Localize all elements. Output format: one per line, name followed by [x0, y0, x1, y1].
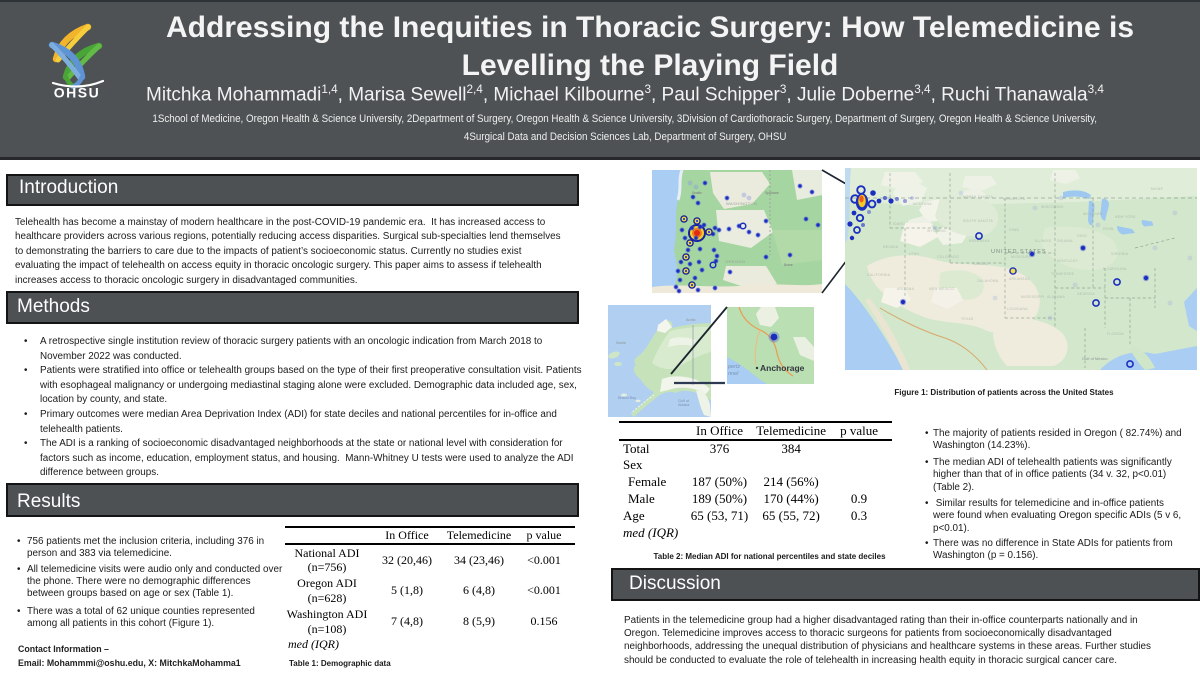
svg-text:OREGON: OREGON: [725, 259, 745, 264]
svg-text:NEVADA: NEVADA: [883, 245, 899, 249]
svg-text:IOWA: IOWA: [1009, 228, 1020, 232]
svg-text:ARIZONA: ARIZONA: [897, 287, 915, 291]
svg-text:SOUTH DAKOTA: SOUTH DAKOTA: [963, 219, 994, 223]
svg-text:VIRGINIA: VIRGINIA: [1111, 252, 1129, 256]
svg-text:UTAH: UTAH: [909, 252, 919, 256]
svg-text:Arctic: Arctic: [686, 318, 696, 322]
svg-text:Seattle: Seattle: [692, 191, 702, 195]
svg-text:OHIO: OHIO: [1077, 234, 1087, 238]
svg-text:TENNESSEE: TENNESSEE: [1051, 272, 1075, 276]
svg-text:ALABAMA: ALABAMA: [1047, 295, 1066, 299]
svg-text:WASHINGTON: WASHINGTON: [726, 201, 757, 206]
svg-text:pertz: pertz: [727, 364, 740, 370]
svg-text:Bristol Bay: Bristol Bay: [618, 396, 636, 400]
svg-text:MISSISSIPPI: MISSISSIPPI: [1021, 295, 1044, 299]
svg-text:UNITED STATES: UNITED STATES: [991, 249, 1047, 255]
svg-text:PENN: PENN: [1103, 227, 1114, 231]
svg-text:NEW MEXICO: NEW MEXICO: [929, 287, 954, 291]
svg-text:COLORADO: COLORADO: [937, 255, 959, 259]
svg-text:WISCONSIN: WISCONSIN: [1041, 205, 1064, 209]
svg-text:INDIANA: INDIANA: [1057, 239, 1073, 243]
svg-text:Nome: Nome: [616, 341, 626, 345]
svg-text:KANSAS: KANSAS: [973, 262, 989, 266]
svg-text:IDAHO: IDAHO: [893, 222, 905, 226]
svg-text:Anchorage: Anchorage: [760, 363, 805, 373]
svg-text:MICHIGAN: MICHIGAN: [1083, 212, 1103, 216]
svg-text:LOUISIANA: LOUISIANA: [1007, 307, 1028, 311]
svg-text:N CAROLINA: N CAROLINA: [1103, 267, 1127, 271]
svg-text:Gulf of: Gulf of: [678, 399, 690, 403]
svg-text:MINNESOTA: MINNESOTA: [1003, 197, 1026, 201]
svg-text:NEW YORK: NEW YORK: [1115, 215, 1136, 219]
svg-text:FLORIDA: FLORIDA: [1107, 332, 1124, 336]
svg-text:Boise: Boise: [784, 263, 793, 267]
svg-text:MISSOURI: MISSOURI: [1011, 255, 1030, 259]
svg-text:Alaska: Alaska: [678, 403, 690, 407]
svg-text:OKLAHOMA: OKLAHOMA: [977, 279, 999, 283]
svg-text:nnel: nnel: [728, 371, 739, 377]
svg-text:KENTUCKY: KENTUCKY: [1057, 259, 1078, 263]
svg-text:GEORGIA: GEORGIA: [1077, 292, 1095, 296]
svg-text:NORTH DAKOTA: NORTH DAKOTA: [963, 195, 994, 199]
svg-text:MONTANA: MONTANA: [913, 202, 932, 206]
svg-text:OHSU: OHSU: [54, 85, 100, 101]
svg-text:Spokane: Spokane: [765, 191, 779, 195]
svg-text:ILLINOIS: ILLINOIS: [1035, 239, 1052, 243]
svg-text:NEBRASKA: NEBRASKA: [969, 239, 990, 243]
svg-text:WYOMING: WYOMING: [927, 229, 946, 233]
svg-text:TEXAS: TEXAS: [961, 317, 974, 321]
svg-text:Gulf of Mexico: Gulf of Mexico: [1082, 356, 1108, 361]
svg-text:MAINE: MAINE: [1151, 187, 1164, 191]
svg-text:CALIFORNIA: CALIFORNIA: [867, 273, 891, 277]
svg-text:ARKANSAS: ARKANSAS: [1009, 277, 1030, 281]
